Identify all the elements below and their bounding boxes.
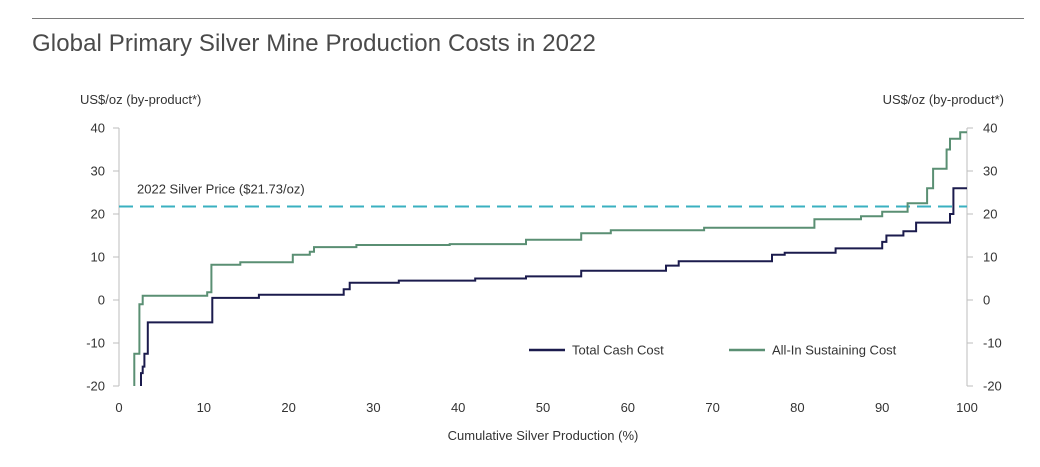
y-tick-label-left: 30 — [91, 164, 105, 179]
series-layer — [133, 131, 967, 386]
y-tick-label-right: 10 — [983, 250, 997, 265]
y-tick-label-right: -20 — [983, 379, 1002, 394]
y-tick-label-left: -20 — [86, 379, 105, 394]
x-tick-label: 30 — [366, 400, 380, 415]
y-tick-label-right: 20 — [983, 207, 997, 222]
x-tick-label: 80 — [790, 400, 804, 415]
title-rule — [32, 18, 1024, 19]
x-tick-label: 70 — [705, 400, 719, 415]
x-tick-label: 40 — [451, 400, 465, 415]
silver-price-label: 2022 Silver Price ($21.73/oz) — [137, 182, 305, 197]
y-tick-label-left: 20 — [91, 207, 105, 222]
y-tick-label-left: 10 — [91, 250, 105, 265]
legend-label-total-cash-cost: Total Cash Cost — [572, 343, 664, 358]
y-tick-label-right: 40 — [983, 121, 997, 136]
x-tick-label: 20 — [281, 400, 295, 415]
x-tick-label: 0 — [115, 400, 122, 415]
y-tick-label-right: 30 — [983, 164, 997, 179]
series-line-all-in-sustaining-cost — [133, 131, 967, 386]
y-axis-title-left: US$/oz (by-product*) — [80, 92, 201, 107]
y-tick-label-left: 0 — [98, 293, 105, 308]
chart-title: Global Primary Silver Mine Production Co… — [32, 30, 597, 57]
x-axis-title: Cumulative Silver Production (%) — [448, 428, 639, 443]
x-tick-label: 10 — [197, 400, 211, 415]
x-tick-label: 100 — [956, 400, 978, 415]
legend: Total Cash Cost All-In Sustaining Cost — [529, 343, 897, 358]
y-axis-title-right: US$/oz (by-product*) — [883, 92, 1004, 107]
x-tick-label: 50 — [536, 400, 550, 415]
series-line-total-cash-cost — [140, 187, 967, 386]
y-tick-label-right: 0 — [983, 293, 990, 308]
reference-layer: 2022 Silver Price ($21.73/oz) — [119, 182, 967, 208]
x-tick-label: 90 — [875, 400, 889, 415]
y-tick-label-left: 40 — [91, 121, 105, 136]
x-tick-label: 60 — [621, 400, 635, 415]
axes-layer: -20 -20 -10 -10 0 0 10 10 20 20 30 30 40 40 0 10 20 30 40 5… — [86, 121, 1002, 416]
y-tick-label-right: -10 — [983, 336, 1002, 351]
y-tick-label-left: -10 — [86, 336, 105, 351]
legend-label-all-in-sustaining-cost: All-In Sustaining Cost — [772, 343, 897, 358]
